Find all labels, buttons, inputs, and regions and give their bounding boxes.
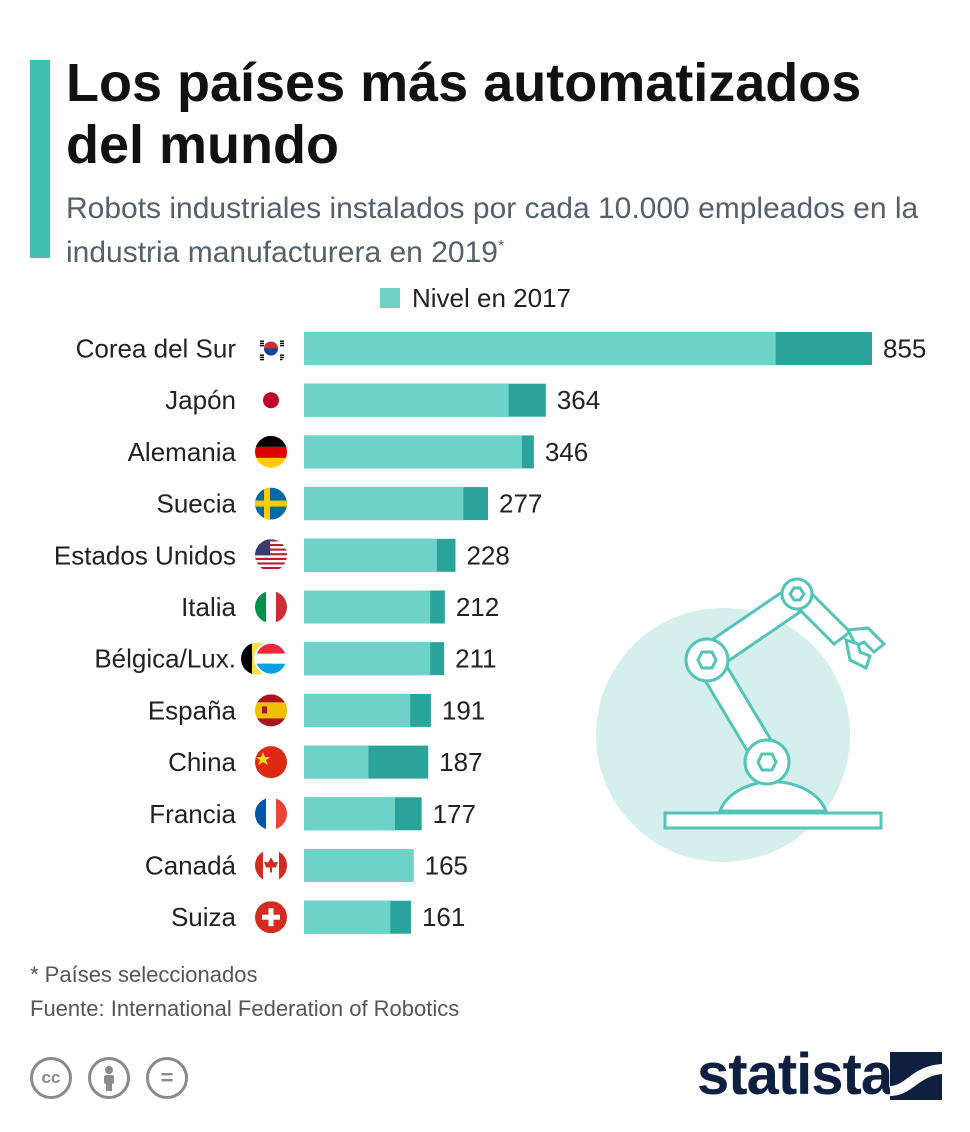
statista-logo-mark-icon — [890, 1052, 942, 1100]
bar-2017 — [304, 332, 776, 365]
bar-row: China 187 — [168, 745, 483, 779]
switzerland-flag-icon — [255, 901, 287, 934]
robot-arm-illustration — [596, 577, 887, 862]
bar-row: Bélgica/Lux. 211 — [94, 641, 497, 676]
title-accent-bar — [30, 60, 50, 258]
category-label: Suiza — [171, 902, 237, 932]
germany-flag-icon — [255, 435, 287, 468]
attribution-icon[interactable] — [88, 1057, 130, 1099]
bar-row: Italia 212 — [181, 590, 499, 624]
bar-row: Canadá 165 — [145, 849, 468, 882]
robot-elbow-bolt — [696, 650, 718, 670]
value-label: 161 — [422, 902, 465, 932]
category-label: Japón — [165, 385, 236, 415]
bar-2017 — [304, 849, 414, 882]
value-label: 187 — [439, 747, 482, 777]
no-derivatives-icon[interactable]: = — [146, 1057, 188, 1099]
category-label: España — [148, 695, 237, 725]
bar-row: Japón 364 — [165, 383, 600, 417]
bar-2017 — [304, 590, 431, 624]
legend-label: Nivel en 2017 — [412, 282, 571, 313]
spain-flag-icon — [255, 694, 287, 727]
bar-row: Corea del Sur 855 — [76, 332, 926, 365]
bar-2017 — [304, 745, 369, 779]
cc-icon[interactable]: cc — [30, 1057, 72, 1099]
bar-row: Suiza 161 — [171, 900, 465, 934]
category-label: Suecia — [157, 489, 237, 519]
robot-wrist-bolt — [788, 586, 806, 602]
value-label: 277 — [499, 489, 542, 519]
category-label: Italia — [181, 592, 236, 622]
usa-flag-icon — [255, 539, 287, 572]
bar-2017 — [304, 693, 411, 727]
bar-2017 — [304, 383, 509, 417]
legend: Nivel en 2017 — [380, 283, 571, 313]
china-flag-icon — [255, 746, 287, 779]
category-label: Canadá — [145, 851, 237, 881]
japan-flag-icon — [255, 384, 287, 417]
value-label: 177 — [433, 799, 476, 829]
sweden-flag-icon — [255, 487, 287, 520]
subtitle-text: Robots industriales instalados por cada … — [66, 192, 919, 269]
category-label: Corea del Sur — [76, 334, 237, 364]
value-label: 228 — [466, 540, 509, 570]
robot-base-plate — [663, 811, 883, 830]
chart-subtitle: Robots industriales instalados por cada … — [66, 190, 946, 272]
category-label: Alemania — [128, 437, 237, 467]
value-label: 165 — [425, 851, 468, 881]
bar-row: Alemania 346 — [128, 435, 588, 469]
category-label: Estados Unidos — [54, 540, 236, 570]
robot-wrist-joint — [780, 577, 814, 611]
bar-2017 — [304, 900, 391, 934]
value-label: 346 — [545, 437, 588, 467]
bar-row: Suecia 277 — [157, 487, 542, 521]
bar-2017 — [304, 642, 431, 676]
footnote: * Países seleccionados — [30, 962, 258, 987]
south-korea-flag-icon — [255, 332, 287, 365]
bar-2017 — [304, 797, 396, 831]
value-label: 855 — [883, 334, 926, 364]
robot-arm — [663, 577, 887, 830]
italy-flag-icon — [255, 591, 287, 623]
bar-row: España 191 — [148, 693, 485, 727]
bar-2017 — [304, 538, 437, 572]
bar-2017 — [304, 435, 522, 469]
luxembourg-flag-ring — [254, 641, 288, 676]
canada-flag-icon — [255, 849, 287, 882]
subtitle-footnote-mark: * — [497, 238, 505, 255]
robot-elbow-joint — [684, 637, 730, 683]
value-label: 191 — [442, 695, 485, 725]
source-note: Fuente: International Federation of Robo… — [30, 996, 460, 1021]
bar-row: Estados Unidos 228 — [54, 538, 510, 572]
chart-title: Los países más automatizados del mundo — [66, 53, 862, 175]
robot-gripper-bottom — [844, 637, 872, 671]
robot-base-joint — [743, 738, 791, 786]
robot-base-bolt — [756, 752, 778, 772]
bar-2017 — [304, 487, 464, 521]
legend-swatch-2017 — [380, 288, 400, 308]
person-glyph — [104, 1066, 114, 1091]
category-label: Bélgica/Lux. — [94, 644, 236, 674]
value-label: 364 — [557, 385, 600, 415]
value-label: 212 — [456, 592, 499, 622]
bar-row: Francia 177 — [149, 797, 476, 831]
statista-logo-text[interactable]: statista — [697, 1042, 893, 1107]
category-label: Francia — [149, 799, 236, 829]
luxembourg-flag-icon — [255, 642, 287, 675]
france-flag-icon — [255, 797, 287, 830]
category-label: China — [168, 747, 236, 777]
value-label: 211 — [455, 644, 496, 674]
